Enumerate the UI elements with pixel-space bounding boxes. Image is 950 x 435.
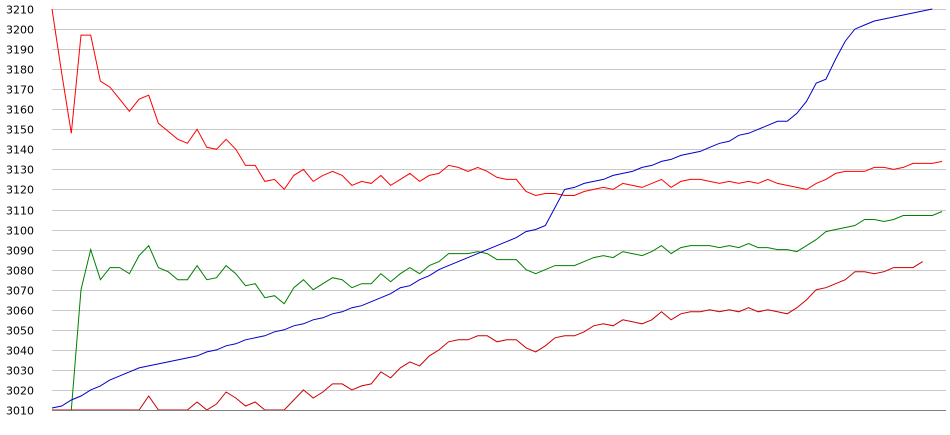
series-line-2 xyxy=(52,211,943,411)
y-tick-label: 3100 xyxy=(6,225,34,238)
y-tick-label: 3140 xyxy=(6,144,34,157)
y-tick-label: 3120 xyxy=(6,184,34,197)
y-tick-label: 3170 xyxy=(6,84,34,97)
series-line-4 xyxy=(51,8,933,409)
y-tick-label: 3090 xyxy=(6,245,34,258)
y-tick-label: 3070 xyxy=(6,285,34,298)
y-tick-label: 3130 xyxy=(6,164,34,177)
y-tick-label: 3160 xyxy=(6,104,34,117)
y-tick-label: 3180 xyxy=(6,64,34,77)
y-tick-label: 3210 xyxy=(6,4,34,17)
series-lines xyxy=(51,8,943,411)
y-tick-label: 3110 xyxy=(6,205,34,218)
grid xyxy=(52,9,946,411)
y-tick-label: 3050 xyxy=(6,325,34,338)
y-tick-label: 3080 xyxy=(6,265,34,278)
y-tick-label: 3060 xyxy=(6,305,34,318)
y-tick-label: 3040 xyxy=(6,345,34,358)
y-tick-label: 3020 xyxy=(6,385,34,398)
series-line-1 xyxy=(51,8,943,197)
y-tick-label: 3150 xyxy=(6,124,34,137)
y-tick-label: 3010 xyxy=(6,405,34,418)
y-tick-label: 3200 xyxy=(6,24,34,37)
y-axis-tick-labels: 3010 3020 3030 3040 3050 3060 3070 3080 3090 3100… xyxy=(6,4,34,418)
series-line-3 xyxy=(52,261,923,411)
y-tick-label: 3190 xyxy=(6,44,34,57)
y-tick-label: 3030 xyxy=(6,365,34,378)
